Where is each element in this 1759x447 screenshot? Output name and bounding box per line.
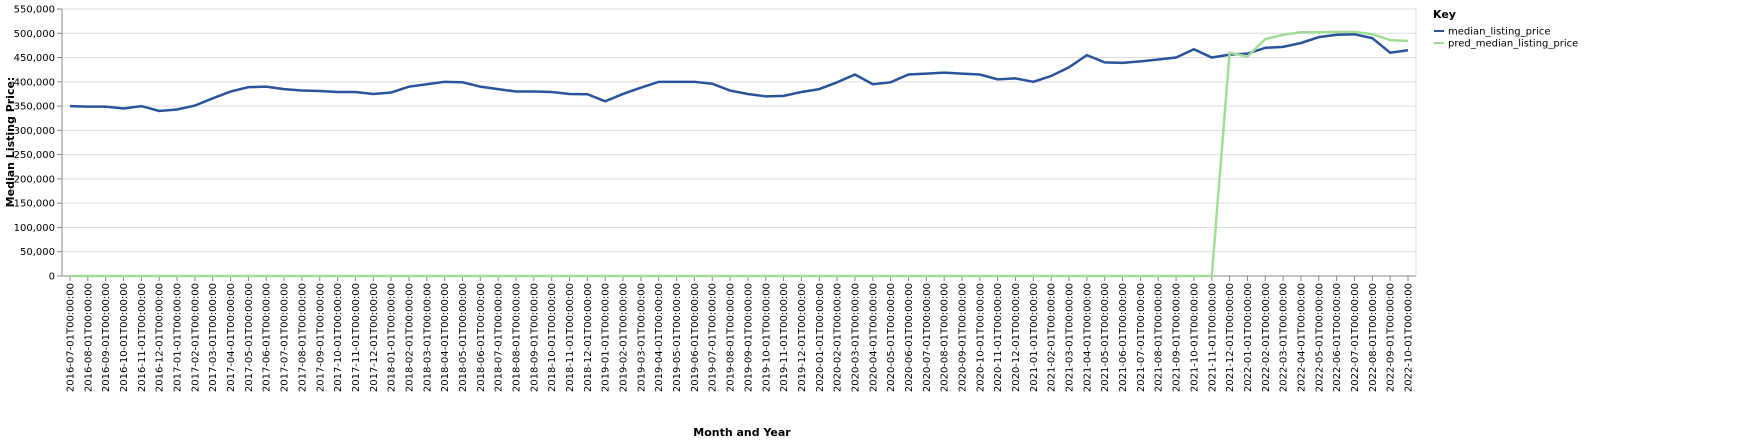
x-tick-label: 2016-08-01T00:00:00 xyxy=(83,283,94,392)
x-tick-label: 2021-10-01T00:00:00 xyxy=(1189,283,1200,392)
x-tick-label: 2017-06-01T00:00:00 xyxy=(262,283,273,392)
x-tick-label: 2022-06-01T00:00:00 xyxy=(1332,283,1343,392)
x-tick-label: 2021-07-01T00:00:00 xyxy=(1136,283,1147,392)
x-tick-label: 2017-03-01T00:00:00 xyxy=(208,283,219,392)
y-tick-label: 150,000 xyxy=(14,199,55,210)
x-tick-label: 2021-06-01T00:00:00 xyxy=(1118,283,1129,392)
y-tick-label: 500,000 xyxy=(14,29,55,40)
x-tick-label: 2022-02-01T00:00:00 xyxy=(1261,283,1272,392)
x-tick-label: 2021-01-01T00:00:00 xyxy=(1029,283,1040,392)
x-tick-label: 2017-11-01T00:00:00 xyxy=(351,283,362,392)
x-tick-label: 2021-09-01T00:00:00 xyxy=(1172,283,1183,392)
x-tick-label: 2020-02-01T00:00:00 xyxy=(833,283,844,392)
x-tick-label: 2020-03-01T00:00:00 xyxy=(850,283,861,392)
x-tick-label: 2017-07-01T00:00:00 xyxy=(280,283,291,392)
x-tick-label: 2019-10-01T00:00:00 xyxy=(761,283,772,392)
x-tick-label: 2018-03-01T00:00:00 xyxy=(422,283,433,392)
x-tick-label: 2021-08-01T00:00:00 xyxy=(1154,283,1165,392)
y-tick-label: 300,000 xyxy=(14,126,55,137)
x-tick-label: 2018-08-01T00:00:00 xyxy=(512,283,523,392)
x-tick-label: 2017-08-01T00:00:00 xyxy=(297,283,308,392)
y-tick-label: 250,000 xyxy=(14,150,55,161)
y-tick-label: 100,000 xyxy=(14,223,55,234)
x-tick-label: 2018-09-01T00:00:00 xyxy=(529,283,540,392)
x-tick-label: 2022-04-01T00:00:00 xyxy=(1296,283,1307,392)
x-tick-label: 2022-10-01T00:00:00 xyxy=(1404,283,1415,392)
legend-title: Key xyxy=(1433,8,1456,21)
x-tick-label: 2022-07-01T00:00:00 xyxy=(1350,283,1361,392)
x-tick-label: 2017-05-01T00:00:00 xyxy=(244,283,255,392)
x-tick-label: 2022-08-01T00:00:00 xyxy=(1368,283,1379,392)
x-tick-label: 2019-01-01T00:00:00 xyxy=(601,283,612,392)
x-tick-label: 2018-11-01T00:00:00 xyxy=(565,283,576,392)
x-tick-label: 2018-06-01T00:00:00 xyxy=(476,283,487,392)
x-tick-label: 2017-09-01T00:00:00 xyxy=(315,283,326,392)
x-tick-label: 2018-04-01T00:00:00 xyxy=(440,283,451,392)
x-tick-label: 2017-02-01T00:00:00 xyxy=(190,283,201,392)
x-tick-label: 2020-07-01T00:00:00 xyxy=(922,283,933,392)
x-tick-label: 2018-01-01T00:00:00 xyxy=(387,283,398,392)
legend-label: pred_median_listing_price xyxy=(1448,39,1578,50)
y-tick-label: 350,000 xyxy=(14,102,55,113)
x-tick-label: 2018-12-01T00:00:00 xyxy=(583,283,594,392)
series-line xyxy=(69,32,1409,113)
y-tick-label: 0 xyxy=(49,272,55,283)
x-tick-label: 2019-12-01T00:00:00 xyxy=(797,283,808,392)
x-tick-label: 2020-05-01T00:00:00 xyxy=(886,283,897,392)
x-tick-label: 2019-05-01T00:00:00 xyxy=(672,283,683,392)
x-tick-label: 2022-05-01T00:00:00 xyxy=(1314,283,1325,392)
x-tick-label: 2019-11-01T00:00:00 xyxy=(779,283,790,392)
x-tick-label: 2020-06-01T00:00:00 xyxy=(904,283,915,392)
x-tick-label: 2016-10-01T00:00:00 xyxy=(119,283,130,392)
x-tick-label: 2019-08-01T00:00:00 xyxy=(726,283,737,392)
x-tick-label: 2017-10-01T00:00:00 xyxy=(333,283,344,392)
y-tick-label: 50,000 xyxy=(20,247,55,258)
x-tick-label: 2018-07-01T00:00:00 xyxy=(494,283,505,392)
x-tick-label: 2016-07-01T00:00:00 xyxy=(66,283,77,392)
x-tick-label: 2018-05-01T00:00:00 xyxy=(458,283,469,392)
x-tick-label: 2021-11-01T00:00:00 xyxy=(1207,283,1218,392)
x-tick-label: 2016-09-01T00:00:00 xyxy=(101,283,112,392)
x-tick-label: 2018-02-01T00:00:00 xyxy=(404,283,415,392)
x-tick-label: 2021-12-01T00:00:00 xyxy=(1225,283,1236,392)
x-tick-label: 2021-04-01T00:00:00 xyxy=(1082,283,1093,392)
x-tick-label: 2022-01-01T00:00:00 xyxy=(1243,283,1254,392)
x-tick-label: 2017-04-01T00:00:00 xyxy=(226,283,237,392)
x-tick-label: 2020-08-01T00:00:00 xyxy=(940,283,951,392)
legend-label: median_listing_price xyxy=(1448,27,1551,38)
x-tick-label: 2020-09-01T00:00:00 xyxy=(958,283,969,392)
x-tick-label: 2019-03-01T00:00:00 xyxy=(636,283,647,392)
x-tick-label: 2021-03-01T00:00:00 xyxy=(1065,283,1076,392)
y-tick-label: 450,000 xyxy=(14,53,55,64)
x-tick-label: 2019-09-01T00:00:00 xyxy=(743,283,754,392)
x-tick-label: 2017-12-01T00:00:00 xyxy=(369,283,380,392)
series-line xyxy=(70,30,1409,278)
x-tick-label: 2019-07-01T00:00:00 xyxy=(708,283,719,392)
x-tick-label: 2020-12-01T00:00:00 xyxy=(1011,283,1022,392)
x-axis-title: Month and Year xyxy=(693,426,791,439)
y-tick-label: 200,000 xyxy=(14,174,55,185)
x-tick-label: 2020-04-01T00:00:00 xyxy=(868,283,879,392)
x-tick-label: 2017-01-01T00:00:00 xyxy=(173,283,184,392)
x-tick-label: 2019-06-01T00:00:00 xyxy=(690,283,701,392)
y-tick-label: 400,000 xyxy=(14,77,55,88)
x-tick-label: 2020-01-01T00:00:00 xyxy=(815,283,826,392)
x-tick-label: 2022-09-01T00:00:00 xyxy=(1386,283,1397,392)
x-tick-label: 2021-02-01T00:00:00 xyxy=(1047,283,1058,392)
x-tick-label: 2020-11-01T00:00:00 xyxy=(993,283,1004,392)
x-tick-label: 2020-10-01T00:00:00 xyxy=(975,283,986,392)
y-tick-label: 550,000 xyxy=(14,5,55,16)
y-axis-title: Median Listing Price: xyxy=(4,77,17,208)
x-tick-label: 2016-12-01T00:00:00 xyxy=(155,283,166,392)
x-tick-label: 2019-04-01T00:00:00 xyxy=(654,283,665,392)
x-tick-label: 2019-02-01T00:00:00 xyxy=(619,283,630,392)
x-tick-label: 2016-11-01T00:00:00 xyxy=(137,283,148,392)
x-tick-label: 2021-05-01T00:00:00 xyxy=(1100,283,1111,392)
x-tick-label: 2022-03-01T00:00:00 xyxy=(1279,283,1290,392)
x-tick-label: 2018-10-01T00:00:00 xyxy=(547,283,558,392)
